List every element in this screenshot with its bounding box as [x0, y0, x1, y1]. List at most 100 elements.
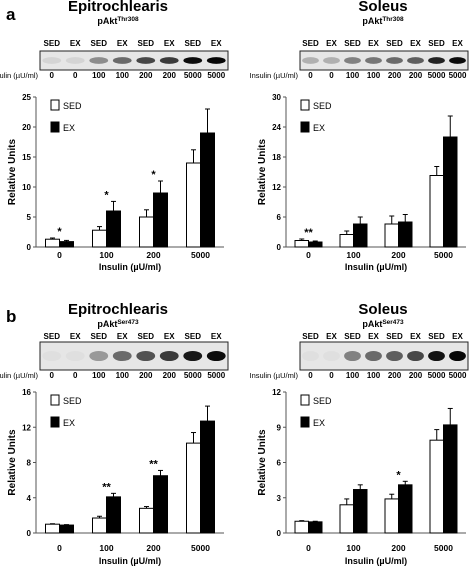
blot-band	[159, 57, 179, 64]
legend-label: SED	[63, 101, 82, 111]
blot-band	[183, 350, 203, 362]
blot-band	[344, 57, 361, 64]
protein-base: pAkt	[97, 319, 117, 329]
bar-sed	[429, 439, 444, 534]
blot-band	[65, 350, 85, 362]
blot-band	[65, 57, 85, 64]
significance-marker: *	[104, 189, 109, 201]
significance-marker: *	[151, 169, 156, 181]
insulin-lane-value: 100	[346, 71, 360, 80]
bar-ex	[106, 496, 121, 534]
x-tick-label: 100	[99, 543, 113, 553]
bar-chart-a-right: 0 6 12 18 24 30 Relative Units 0 ** 100 200 5000 Ins…	[257, 93, 466, 272]
lane-label: EX	[164, 39, 175, 48]
bar-ex	[308, 521, 323, 534]
blot-band	[206, 57, 226, 64]
lane-label: EX	[117, 332, 128, 341]
blot-band	[386, 350, 403, 362]
bar-sed	[92, 517, 107, 534]
x-tick-label: 5000	[434, 543, 453, 553]
insulin-lane-value: 0	[308, 371, 313, 380]
panel-title: Soleus	[358, 301, 407, 318]
blot-band	[89, 57, 109, 64]
bar-ex	[353, 223, 368, 248]
insulin-lane-value: 5000	[184, 371, 202, 380]
bar-ex	[200, 420, 215, 534]
lane-label: SED	[428, 39, 445, 48]
y-tick-label: 18	[272, 153, 281, 162]
legend-swatch-ex	[50, 416, 60, 428]
lane-label: EX	[368, 332, 379, 341]
legend-label: SED	[313, 396, 332, 406]
y-tick-label: 20	[22, 123, 31, 132]
blot-band	[42, 350, 62, 362]
bar-sed	[384, 498, 399, 534]
lane-label: SED	[138, 39, 155, 48]
lane-label: SED	[302, 39, 319, 48]
y-tick-label: 15	[22, 153, 31, 162]
blot-band	[183, 57, 203, 64]
blot-band	[365, 57, 382, 64]
y-axis-label: Relative Units	[7, 138, 18, 205]
protein-superscript: Ser473	[382, 319, 404, 326]
legend-label: EX	[63, 123, 75, 133]
y-tick-label: 24	[272, 123, 281, 132]
bar-ex	[443, 136, 458, 248]
bar-ex	[200, 132, 215, 248]
western-blot	[299, 50, 469, 71]
y-axis-label: Relative Units	[257, 138, 268, 205]
protein-label: pAktSer473	[97, 319, 139, 329]
bar-ex	[308, 241, 323, 248]
insulin-lane-value: 200	[163, 71, 177, 80]
y-tick-label: 12	[22, 423, 31, 432]
blot-band	[89, 350, 109, 362]
bar-sed	[92, 229, 107, 248]
blot-band	[407, 350, 424, 362]
insulin-lane-value: 5000	[449, 371, 467, 380]
lane-label: EX	[410, 332, 421, 341]
protein-base: pAkt	[97, 16, 117, 26]
insulin-lane-value: 200	[139, 71, 153, 80]
legend-label: SED	[313, 101, 332, 111]
bar-sed	[294, 240, 309, 248]
y-tick-label: 12	[272, 388, 281, 397]
insulin-row-label: Insulin (µU/ml)	[0, 71, 38, 80]
legend-swatch-ex	[50, 121, 60, 133]
x-axis-label: Insulin (µU/ml)	[99, 556, 161, 566]
y-tick-label: 3	[277, 494, 282, 503]
lane-label: SED	[91, 332, 108, 341]
lane-label: EX	[164, 332, 175, 341]
bar-sed	[384, 223, 399, 248]
panel-letter: a	[6, 5, 16, 24]
insulin-lane-value: 200	[139, 371, 153, 380]
panel-title: Soleus	[358, 0, 407, 15]
x-tick-label: 200	[146, 250, 160, 260]
blot-band	[159, 350, 179, 362]
x-tick-label: 200	[391, 250, 405, 260]
legend-swatch-ex	[300, 121, 310, 133]
bar-ex	[59, 241, 74, 248]
x-axis-label: Insulin (µU/ml)	[99, 262, 161, 272]
blot-band	[136, 57, 156, 64]
y-tick-label: 9	[277, 423, 282, 432]
lane-label: SED	[302, 332, 319, 341]
bar-sed	[294, 520, 309, 534]
blot-band	[428, 57, 445, 64]
bar-sed	[139, 216, 154, 248]
insulin-lane-value: 100	[116, 371, 130, 380]
x-tick-label: 0	[57, 543, 62, 553]
panel-title: Epitrochlearis	[68, 0, 168, 15]
western-blot	[39, 50, 229, 71]
insulin-row-label: Insulin (µU/ml)	[0, 371, 38, 380]
legend-label: EX	[63, 418, 75, 428]
protein-label: pAktSer473	[362, 319, 404, 329]
insulin-lane-value: 200	[388, 371, 402, 380]
lane-label: SED	[91, 39, 108, 48]
bar-ex	[153, 192, 168, 248]
blot-band	[42, 57, 62, 64]
insulin-lane-value: 5000	[207, 371, 225, 380]
insulin-lane-value: 0	[73, 371, 78, 380]
insulin-lane-value: 0	[329, 71, 334, 80]
y-tick-label: 0	[277, 529, 282, 538]
